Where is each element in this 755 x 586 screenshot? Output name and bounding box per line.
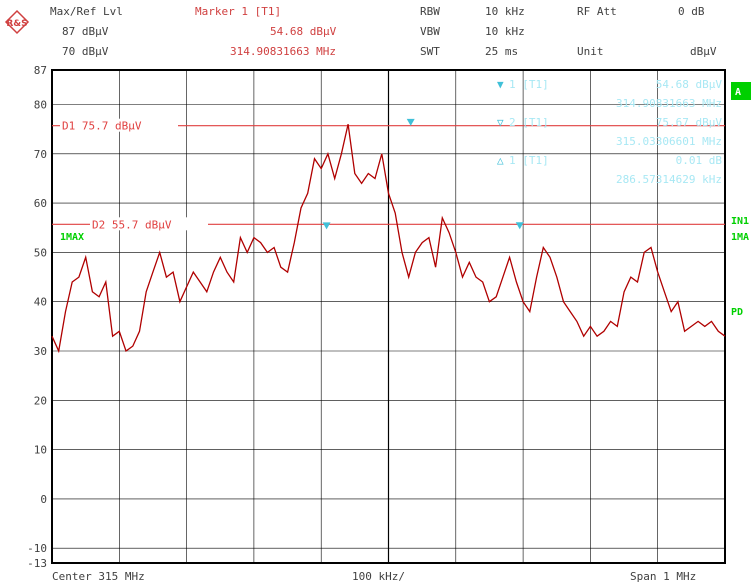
marker-2	[406, 118, 415, 126]
y-tick-label: 60	[34, 197, 47, 210]
rbw-value: 10 kHz	[485, 5, 525, 18]
rfatt-label: RF Att	[577, 5, 617, 18]
trace-group	[51, 124, 726, 354]
marker-box-symbol: ▽	[497, 116, 504, 129]
marker-box-id: 1 [T1]	[509, 78, 549, 91]
side-label-a: A	[735, 87, 741, 98]
y-tick-label: 87	[34, 64, 47, 77]
marker-title: Marker 1 [T1]	[195, 5, 281, 18]
side-labels: A IN1 1MA PD	[731, 82, 751, 318]
y-tick-label: 0	[40, 493, 47, 506]
y-tick-label: 40	[34, 296, 47, 309]
footer-span: Span 1 MHz	[630, 570, 696, 583]
maxref-label: Max/Ref Lvl	[50, 5, 123, 18]
ref2-value: 70 dBµV	[62, 45, 109, 58]
marker-box-freq: 314.90831663 MHz	[616, 97, 722, 110]
footer-center: Center 315 MHz	[52, 570, 145, 583]
marker-box-symbol: △	[497, 154, 504, 167]
y-tick-label: 80	[34, 99, 47, 112]
rohde-schwarz-logo: R&S	[4, 9, 30, 35]
side-label-pd: PD	[731, 307, 743, 318]
display-line-label: D1 75.7 dBµV	[62, 120, 142, 133]
markers-group	[322, 118, 524, 230]
y-tick-label: 50	[34, 246, 47, 259]
logo-text: R&S	[6, 19, 27, 29]
marker-box-id: 1 [T1]	[509, 154, 549, 167]
y-tick-label: -10	[27, 542, 47, 555]
rbw-label: RBW	[420, 5, 440, 18]
rfatt-value: 0 dB	[678, 5, 705, 18]
side-label-in1: IN1	[731, 216, 749, 227]
swt-value: 25 ms	[485, 45, 518, 58]
footer: Center 315 MHz 100 kHz/ Span 1 MHz	[52, 570, 696, 583]
marker-box-freq: 315.03306601 MHz	[616, 135, 722, 148]
marker-box-symbol: ▼	[497, 78, 504, 91]
marker-info-box: ▼ 1 [T1] 54.68 dBµV 314.90831663 MHz ▽ 2 [T1]…	[497, 78, 722, 186]
trace-mode-label: 1MAX	[60, 232, 84, 243]
display-line-label-bg	[90, 217, 208, 231]
rohde-schwarz-diamond-icon	[4, 9, 30, 35]
marker-box-value: 75.67 dBµV	[656, 116, 723, 129]
swt-label: SWT	[420, 45, 440, 58]
display-line-label: D2 55.7 dBµV	[92, 218, 172, 231]
y-tick-label: 10	[34, 444, 47, 457]
y-tick-label: 20	[34, 394, 47, 407]
marker-box-value: 54.68 dBµV	[656, 78, 723, 91]
spectrum-trace-line	[51, 124, 726, 354]
marker-box-id: 2 [T1]	[509, 116, 549, 129]
y-axis-ticks: 87 80 70 60 50 40 30 20 10 0 -10 -13	[27, 64, 47, 570]
header-info: Max/Ref Lvl 87 dBµV 70 dBµV Marker 1 [T1…	[50, 5, 717, 58]
y-tick-label: 30	[34, 345, 47, 358]
marker-box-freq: 286.57314629 kHz	[616, 173, 722, 186]
maxref-value: 87 dBµV	[62, 25, 109, 38]
side-label-a-box	[731, 82, 751, 100]
y-tick-label: 70	[34, 148, 47, 161]
marker-freq: 314.90831663 MHz	[230, 45, 336, 58]
vbw-value: 10 kHz	[485, 25, 525, 38]
marker-box-value: 0.01 dB	[676, 154, 723, 167]
side-label-ma: 1MA	[731, 232, 749, 243]
footer-div: 100 kHz/	[352, 570, 405, 583]
unit-value: dBµV	[690, 45, 717, 58]
vbw-label: VBW	[420, 25, 440, 38]
display-lines: D1 75.7 dBµV D2 55.7 dBµV	[52, 118, 725, 231]
marker-level: 54.68 dBµV	[270, 25, 337, 38]
unit-label: Unit	[577, 45, 604, 58]
display-line-label-bg	[60, 118, 178, 132]
marker-3	[515, 222, 524, 230]
plot-grid	[52, 70, 725, 563]
marker-1	[322, 222, 331, 230]
y-tick-label: -13	[27, 557, 47, 570]
